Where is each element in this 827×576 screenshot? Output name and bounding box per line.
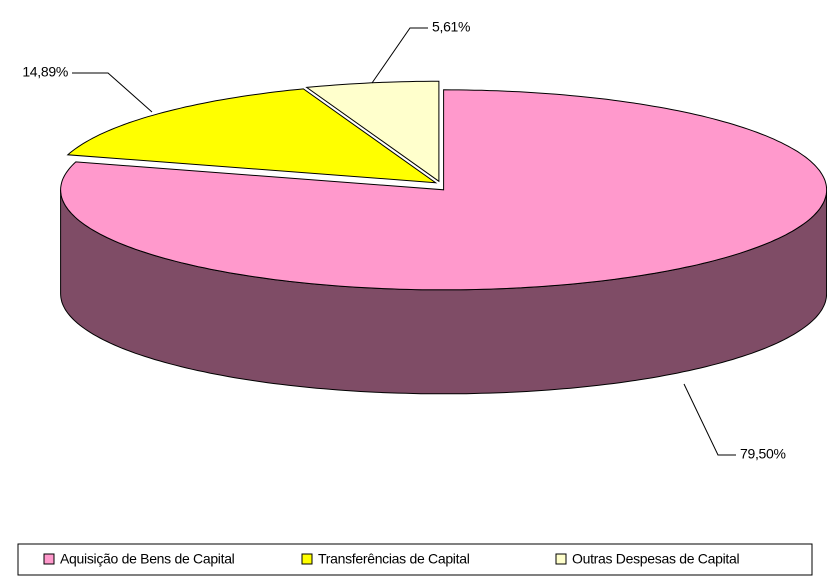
leader-line [371,27,428,84]
legend-label: Outras Despesas de Capital [572,551,739,567]
slice [66,88,438,184]
data-label: 79,50% [740,446,786,462]
data-label: 5,61% [432,19,470,35]
data-label: 14,89% [22,64,68,80]
legend-box [17,543,813,576]
legend-swatch [43,553,55,565]
slice [60,89,827,291]
leader-line [683,383,736,456]
legend-label: Aquisição de Bens de Capital [60,551,235,567]
legend-label: Transferências de Capital [318,551,470,567]
leader-line [72,72,153,113]
legend-swatch [301,553,313,565]
legend-swatch [555,553,567,565]
